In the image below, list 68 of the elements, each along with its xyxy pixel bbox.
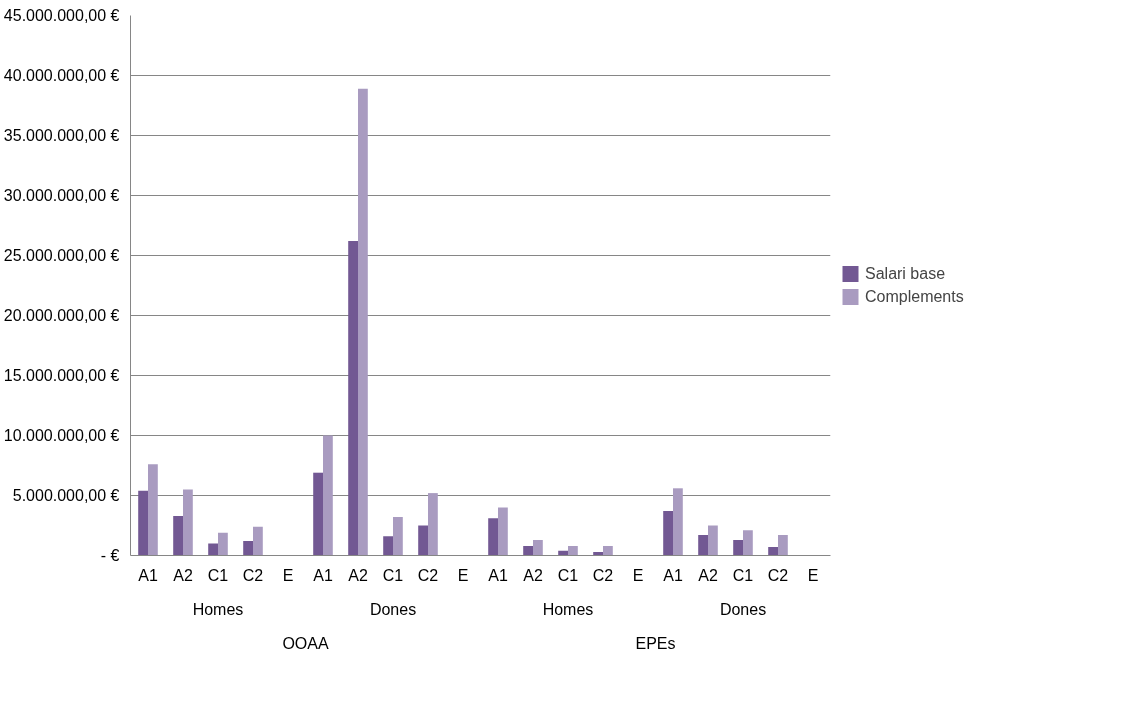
x-tick-label: E [807,566,819,584]
x-tick-label: C1 [207,566,229,584]
y-tick-label: 15.000.000,00 € [3,367,120,384]
x-tick-label: E [282,566,294,584]
bar [348,241,358,556]
x-tick-label: A2 [698,566,718,584]
bar [698,535,708,556]
bar [383,536,393,556]
bar [428,493,438,556]
x-tick-label: A1 [663,566,683,584]
bar [183,489,193,556]
x-tick-label: E [632,566,644,584]
bar [733,539,743,556]
bar [418,525,428,556]
bar [533,539,543,556]
bar [323,435,333,556]
legend-label: Salari base [865,264,946,283]
bar [523,545,533,556]
text: OOAA [282,634,329,652]
bar [313,472,323,556]
y-tick-label: - € [100,547,120,564]
x-tick-label: A1 [313,566,333,584]
bar [488,518,498,556]
x-tick-label: A1 [138,566,158,584]
text: Dones [719,600,767,618]
x-tick-label: A1 [488,566,508,584]
x-tick-label: A2 [523,566,543,584]
bar [603,545,613,556]
bar [173,515,183,556]
bar [498,507,508,556]
bar [708,525,718,556]
text: Homes [192,600,244,618]
x-tick-label: C2 [767,566,789,584]
x-tick-label: C2 [242,566,264,584]
y-tick-label: 20.000.000,00 € [3,307,120,324]
bar [138,490,148,556]
x-tick-label: C2 [417,566,439,584]
bar [208,543,218,556]
legend-label: Complements [865,287,964,306]
y-tick-label: 10.000.000,00 € [3,427,120,444]
y-tick-label: 25.000.000,00 € [3,247,120,264]
bar [243,541,253,556]
y-tick-label: 5.000.000,00 € [12,487,120,504]
bar [148,464,158,556]
bar [768,547,778,556]
x-tick-label: C2 [592,566,614,584]
bar [218,532,228,556]
y-tick-label: 45.000.000,00 € [3,7,120,24]
y-tick-label: 30.000.000,00 € [3,187,120,204]
bar [253,526,263,556]
x-tick-label: C1 [382,566,404,584]
y-tick-label: 35.000.000,00 € [3,127,120,144]
y-tick-label: 40.000.000,00 € [3,67,120,84]
text: Homes [542,600,594,618]
x-tick-label: A2 [348,566,368,584]
bar [778,535,788,556]
bar [393,517,403,556]
x-tick-label: C1 [732,566,754,584]
x-tick-label: C1 [557,566,579,584]
bar [663,511,673,556]
bar [673,488,683,556]
x-tick-label: A2 [173,566,193,584]
bar [568,545,578,556]
bar [358,88,368,556]
text: EPEs [635,634,676,652]
x-tick-label: E [457,566,469,584]
text: Dones [369,600,417,618]
bar [743,530,753,556]
